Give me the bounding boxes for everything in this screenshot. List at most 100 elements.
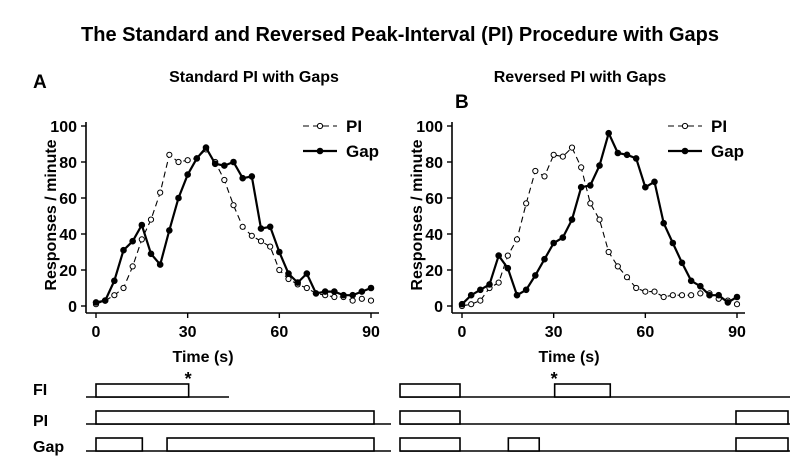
panel-a-series-gap-point — [367, 284, 375, 292]
figure-title: The Standard and Reversed Peak-Interval … — [81, 24, 719, 46]
panel-b-series-pi-point — [669, 292, 676, 299]
legend-a-gap-marker — [316, 147, 324, 155]
panel-b-series-gap-point — [678, 259, 686, 267]
panel-b-series-gap-point — [733, 293, 741, 301]
panel-b-label: B — [455, 92, 469, 113]
panel-b-series-pi-point — [697, 290, 704, 297]
panel-b-series-pi-point — [468, 301, 475, 308]
panel-b-x-tick-label: 0 — [458, 324, 467, 341]
panel-a-series-gap-point — [211, 160, 219, 168]
panel-a-series-pi-point — [331, 293, 338, 301]
panel-b-series-pi-point — [532, 167, 539, 175]
panel-a-series-pi-point — [267, 243, 274, 250]
panel-b-series-gap-point — [605, 129, 612, 137]
panel-b-series-pi-point — [660, 293, 667, 301]
panel-a-series-pi-point — [285, 275, 292, 283]
panel-b-series-pi-point — [523, 200, 530, 207]
schedule-a-gap-interval — [95, 437, 144, 452]
schedule-b-reinforcement-mark: * — [551, 369, 558, 389]
panel-b-y-tick-label: 100 — [416, 119, 443, 136]
panel-b-series-gap-point — [596, 162, 603, 169]
panel-b-y-axis-label: Responses / minute — [409, 139, 426, 290]
panel-a-series-gap-point — [266, 223, 274, 231]
schedule-b-pi-interval — [399, 410, 461, 425]
panel-b-series-gap-point — [486, 281, 493, 288]
panel-a-series-gap-point — [147, 250, 155, 258]
panel-a-y-tick-label: 60 — [59, 191, 77, 208]
schedule-a-gap-interval — [166, 437, 375, 452]
panel-b-series-gap-point — [715, 291, 722, 299]
panel-a-x-axis-label: Time (s) — [172, 349, 233, 366]
panel-b-y-tick-label: 60 — [425, 191, 443, 208]
panel-b-series-gap-point — [532, 272, 539, 279]
panel-a-series-gap-point — [276, 248, 283, 256]
panel-a-series-gap-point — [101, 297, 109, 304]
panel-b-series-gap-point — [660, 219, 667, 227]
panel-a-series-gap-point — [111, 277, 118, 285]
schedule-a-fi-interval — [95, 383, 190, 398]
panel-b-series-pi-point — [513, 236, 521, 243]
panel-b-series-pi-point — [587, 200, 594, 207]
panel-b-series-gap-point — [568, 216, 576, 223]
panel-b-series-gap-point — [623, 151, 631, 159]
panel-b-series-pi-point — [559, 153, 566, 160]
panel-a-label: A — [33, 72, 47, 93]
panel-b-series-gap-point — [559, 234, 567, 241]
panel-b-y-tick-label: 20 — [425, 263, 443, 280]
panel-b-x-axis-label: Time (s) — [538, 349, 599, 366]
panel-a-y-tick-label: 40 — [59, 227, 77, 244]
panel-b-series-gap-point — [642, 183, 649, 191]
panel-a-series-pi-point — [349, 297, 356, 304]
panel-a-series-gap-point — [358, 288, 366, 295]
panel-a-series-gap-point — [184, 171, 191, 178]
panel-a-series-pi-point — [358, 295, 365, 302]
panel-a-series-gap-point — [138, 221, 146, 229]
panel-a-series-gap-point — [129, 237, 136, 245]
panel-a-series-pi-point — [175, 158, 182, 166]
panel-a-x-tick-label: 90 — [362, 324, 380, 341]
legend-a-gap-label: Gap — [346, 142, 379, 161]
panel-b-series-pi-point — [642, 288, 649, 295]
panel-b-series-gap-point — [541, 255, 548, 263]
panel-a-series-pi-point — [184, 157, 191, 164]
panel-a-series-gap-point — [202, 144, 210, 151]
panel-b-series-pi-point — [477, 297, 484, 304]
panel-a-series-pi-point — [129, 263, 136, 270]
schedule-a-pi-interval — [95, 410, 375, 425]
schedule-label-pi: PI — [33, 413, 48, 430]
panel-a-x-tick-label: 30 — [179, 324, 197, 341]
panel-a-y-axis-label: Responses / minute — [43, 139, 60, 290]
panel-b-series-gap-point — [513, 291, 521, 299]
plot-layer: 0 20 40 60 80 100 0 30 60 90 PI Gap * 0 20 40 60 80 100 0 30… — [50, 117, 790, 452]
legend-a-pi-marker — [316, 122, 324, 130]
legend-b-gap-marker — [681, 147, 689, 155]
panel-b-series-gap-point — [724, 299, 732, 306]
panel-b-series-gap-point — [522, 286, 530, 294]
panel-b-series-pi-point — [578, 164, 585, 171]
panel-b-series-pi-point — [541, 173, 548, 180]
schedule-b-gap-interval — [735, 437, 789, 452]
panel-a-y-tick-label: 0 — [68, 299, 77, 316]
panel-a-x-tick-label: 60 — [270, 324, 288, 341]
panel-a-series-pi-point — [248, 232, 255, 239]
panel-b-series-pi-point — [550, 151, 557, 158]
panel-b-series-pi-point — [678, 292, 686, 299]
schedule-label-fi: FI — [33, 382, 47, 399]
panel-a-series-pi-point — [239, 223, 246, 230]
panel-b-series-gap-point — [697, 282, 704, 290]
panel-a-series-gap-point — [248, 173, 256, 180]
schedule-label-gap: Gap — [33, 439, 64, 456]
panel-b-x-tick-label: 90 — [728, 324, 746, 341]
panel-a-series-pi-point — [120, 284, 127, 292]
panel-b-series-gap-point — [458, 300, 466, 308]
panel-a-series-gap-point — [193, 155, 201, 162]
panel-a-x-tick-label: 0 — [92, 324, 101, 341]
panel-a-series-gap-point — [331, 288, 338, 295]
panel-b-series-gap-point — [687, 277, 695, 285]
legend-b-pi-marker — [681, 122, 689, 130]
panel-a-series-gap-point — [349, 291, 356, 299]
panel-a-series-gap-point — [156, 261, 164, 268]
panel-a-series-pi-line — [95, 148, 372, 305]
schedule-b-fi-interval — [553, 383, 612, 398]
